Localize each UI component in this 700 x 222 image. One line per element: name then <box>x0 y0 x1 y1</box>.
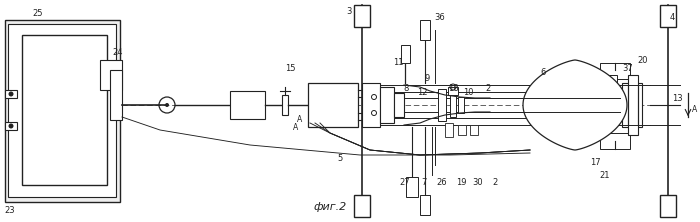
Bar <box>110 70 122 120</box>
Bar <box>380 87 394 123</box>
Text: 17: 17 <box>589 157 601 166</box>
Text: 7: 7 <box>421 178 427 186</box>
Bar <box>600 133 630 149</box>
Polygon shape <box>523 60 627 150</box>
Bar <box>600 63 630 79</box>
Text: A: A <box>298 115 302 123</box>
Bar <box>5 20 120 202</box>
Text: 15: 15 <box>285 63 295 73</box>
Bar <box>5 90 17 98</box>
Bar <box>622 83 642 127</box>
Text: 2: 2 <box>492 178 498 186</box>
Text: фиг.2: фиг.2 <box>314 202 346 212</box>
Bar <box>445 123 453 137</box>
Bar <box>282 95 288 115</box>
Text: 2: 2 <box>485 83 491 93</box>
Text: 25: 25 <box>33 10 43 18</box>
Circle shape <box>8 91 13 97</box>
Bar <box>660 5 676 27</box>
Text: 5: 5 <box>337 153 342 163</box>
Bar <box>406 177 418 197</box>
Text: 24: 24 <box>113 48 123 57</box>
Bar <box>628 75 638 135</box>
Text: 13: 13 <box>672 93 682 103</box>
Text: 8: 8 <box>403 83 409 93</box>
Text: 18: 18 <box>448 83 458 93</box>
Bar <box>448 87 458 95</box>
Bar <box>22 35 107 185</box>
Text: 30: 30 <box>473 178 483 186</box>
Text: 36: 36 <box>435 14 445 22</box>
Bar <box>470 125 478 135</box>
Bar <box>308 83 358 127</box>
Bar <box>458 97 464 113</box>
Bar <box>450 93 456 117</box>
Text: 6: 6 <box>540 67 546 77</box>
Bar <box>605 75 617 85</box>
Text: 9: 9 <box>424 73 430 83</box>
Circle shape <box>8 123 13 129</box>
Bar <box>8 24 116 197</box>
Text: 23: 23 <box>5 206 15 214</box>
Bar <box>401 45 410 63</box>
Bar <box>354 195 370 217</box>
Text: 20: 20 <box>638 56 648 65</box>
Bar <box>354 5 370 27</box>
Bar <box>458 125 466 135</box>
Circle shape <box>165 103 169 107</box>
Bar <box>660 195 676 217</box>
Text: 21: 21 <box>600 170 610 180</box>
Text: A: A <box>293 123 299 131</box>
Bar <box>420 20 430 40</box>
Text: 3: 3 <box>346 8 351 16</box>
Text: 27: 27 <box>400 178 410 186</box>
Text: 37: 37 <box>622 63 634 73</box>
Bar <box>5 122 17 130</box>
Bar <box>362 83 380 127</box>
Bar <box>230 91 265 119</box>
Text: 19: 19 <box>456 178 466 186</box>
Text: 4: 4 <box>669 14 675 22</box>
Text: A: A <box>692 105 698 113</box>
Text: 12: 12 <box>416 87 427 97</box>
Text: 10: 10 <box>463 87 473 97</box>
Bar <box>100 60 122 90</box>
Bar <box>420 195 430 215</box>
Text: 26: 26 <box>437 178 447 186</box>
Text: 11: 11 <box>393 57 403 67</box>
Bar <box>394 93 404 117</box>
Bar <box>438 89 446 121</box>
